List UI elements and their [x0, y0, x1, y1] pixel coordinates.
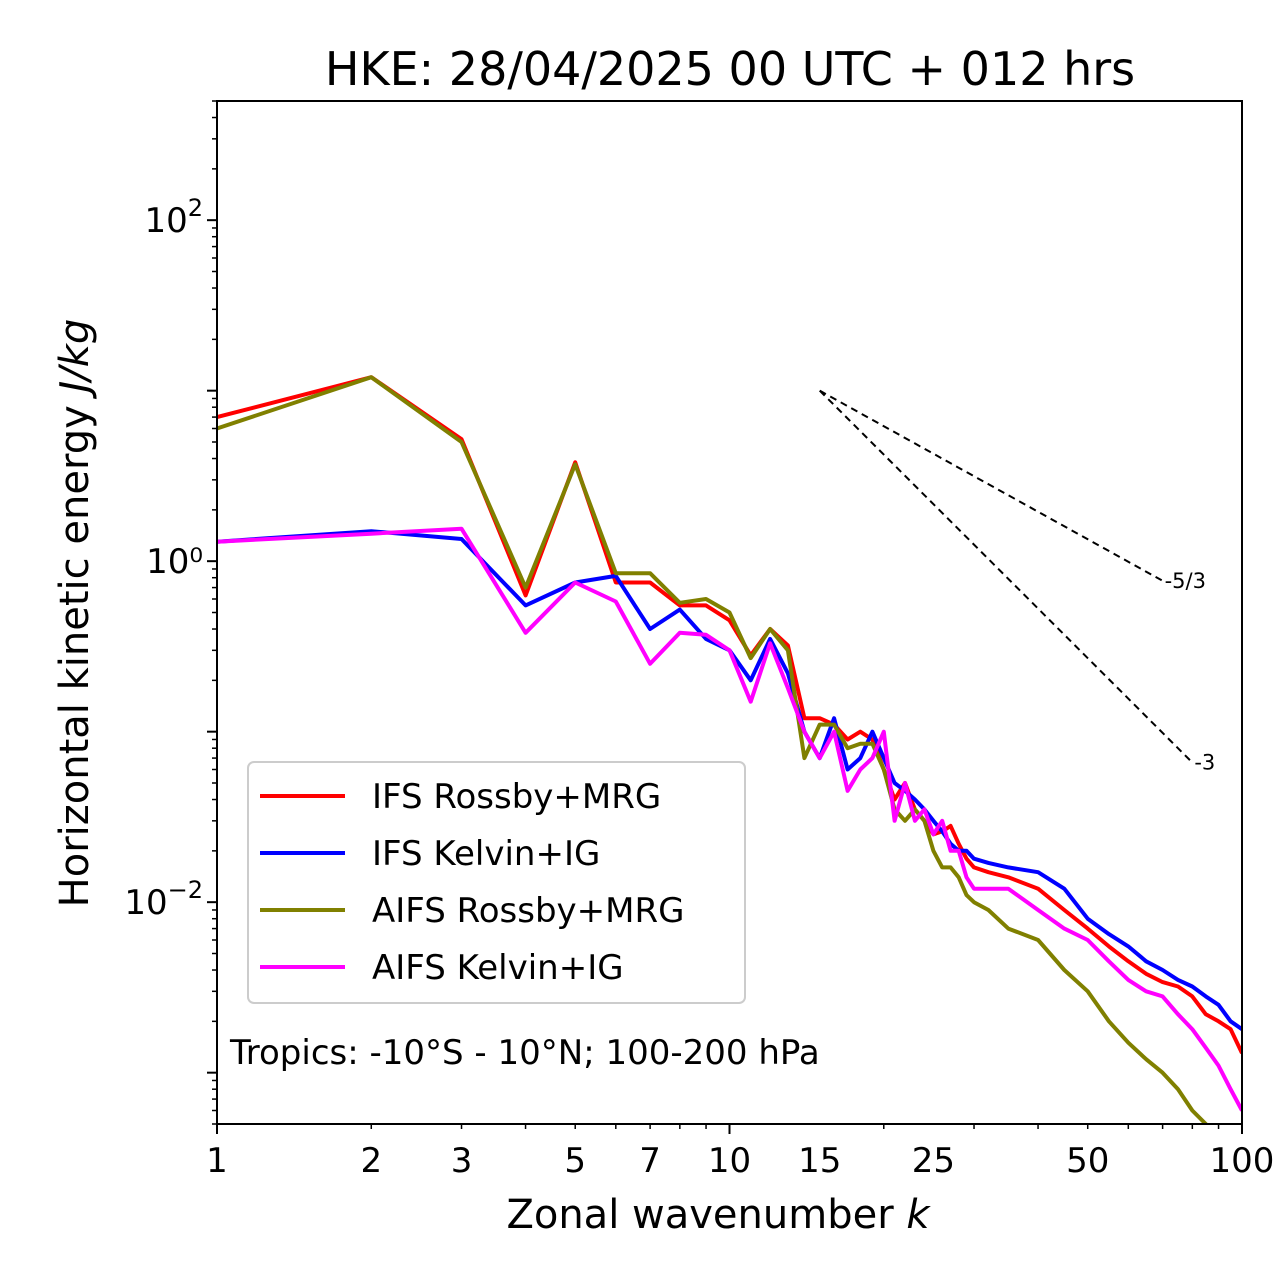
x-tick-label-8: 50 — [1066, 1141, 1109, 1181]
plot-data — [217, 375, 1242, 1124]
legend: IFS Rossby+MRG IFS Kelvin+IG AIFS Rossby+M… — [247, 761, 746, 1004]
x-tick-label-2: 3 — [451, 1141, 473, 1181]
x-axis-label-var: k — [906, 1192, 931, 1238]
series-line-1 — [217, 529, 1242, 1031]
y-tick-label-0: 10−2 — [124, 876, 203, 923]
x-axis-ticks: 1 2 3 5 7 10 15 25 50 100 — [206, 1124, 1274, 1181]
legend-label-1: IFS Kelvin+IG — [372, 834, 600, 874]
legend-items: IFS Rossby+MRG IFS Kelvin+IG AIFS Rossby+M… — [260, 777, 684, 988]
y-axis-ticks: 10−2 10⁰ 102 — [124, 100, 217, 1125]
reference-lines: -5/3 -3 — [819, 389, 1215, 775]
region-annotation: Tropics: -10°S - 10°N; 100-200 hPa — [229, 1033, 820, 1073]
x-tick-label-3: 5 — [564, 1141, 586, 1181]
x-tick-label-9: 100 — [1210, 1141, 1275, 1181]
reference-slope-label-0: -5/3 — [1165, 569, 1206, 593]
y-axis-label-units: J/kg — [52, 319, 98, 400]
x-tick-label-6: 15 — [798, 1141, 841, 1181]
x-tick-label-7: 25 — [912, 1141, 955, 1181]
series-line-3 — [217, 526, 1242, 1112]
x-tick-label-1: 2 — [360, 1141, 382, 1181]
chart-title: HKE: 28/04/2025 00 UTC + 012 hrs — [325, 42, 1135, 96]
reference-slope-label-1: -3 — [1194, 751, 1215, 775]
y-tick-label-1: 10⁰ — [146, 542, 203, 582]
y-tick-label-2: 102 — [144, 194, 203, 241]
x-axis-label: Zonal wavenumber k — [506, 1192, 931, 1238]
x-tick-label-0: 1 — [206, 1141, 228, 1181]
reference-slope-line-1 — [819, 389, 1194, 764]
x-tick-label-5: 10 — [708, 1141, 751, 1181]
x-axis-label-text: Zonal wavenumber — [506, 1192, 894, 1238]
x-tick-label-4: 7 — [639, 1141, 661, 1181]
legend-label-0: IFS Rossby+MRG — [372, 777, 661, 817]
legend-label-3: AIFS Kelvin+IG — [372, 948, 624, 988]
y-axis-label-text: Horizontal kinetic energy — [52, 405, 98, 907]
series-line-2 — [217, 375, 1209, 1124]
y-axis-label: Horizontal kinetic energy J/kg — [52, 319, 98, 908]
legend-label-2: AIFS Rossby+MRG — [372, 891, 684, 931]
legend-box — [247, 761, 746, 1004]
reference-slope-line-0 — [819, 389, 1164, 582]
